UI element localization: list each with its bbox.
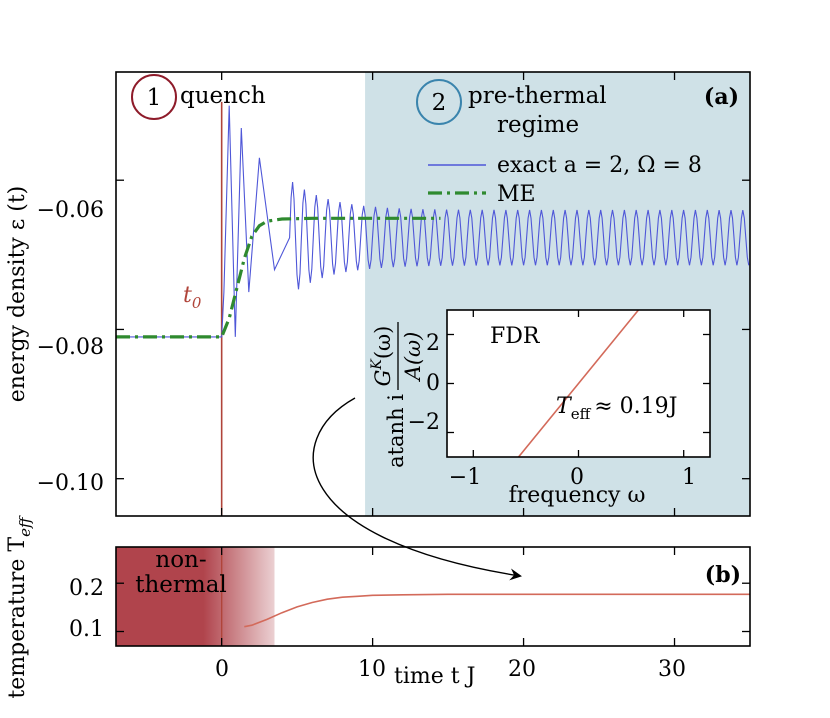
- panel-a-frame: [115, 71, 751, 517]
- stage1-label: quench: [180, 83, 266, 109]
- exact-series-line: [116, 105, 750, 338]
- a-ytick-label: −0.06: [37, 198, 104, 223]
- b-xtick-label: 0: [215, 657, 229, 682]
- panel-a-tag: (a): [704, 84, 739, 110]
- nonthermal-label-line1: non-: [155, 547, 206, 573]
- inset-xtick-label: 1: [682, 465, 696, 490]
- a-ylabel: energy density ε (t): [5, 186, 30, 403]
- stage1-number: 1: [147, 85, 162, 111]
- panel-b: non- thermal (b) 0.2 0.1 0 10 20 30 time…: [5, 515, 751, 699]
- inset-annotation: Teff ≈ 0.19J: [556, 394, 677, 423]
- b-ylabel: temperature Teff: [5, 515, 34, 699]
- stage2-label-line1: pre-thermal: [468, 83, 607, 109]
- legend-exact-label: exact a = 2, Ω = 8: [497, 153, 702, 178]
- panel-a-plot-area: [116, 101, 750, 516]
- legend-me-label: ME: [497, 182, 536, 207]
- inset-ytick-label: 2: [426, 331, 440, 356]
- inset-xtick-label: 0: [570, 465, 584, 490]
- inset-fdr: FDR Teff ≈ 0.19J 2 0 −2 −1 0 1 frequency …: [369, 309, 711, 508]
- stage2-circle: [416, 79, 462, 125]
- stage1-circle: [131, 74, 177, 120]
- legend: exact a = 2, Ω = 8 ME: [428, 153, 702, 207]
- panel-b-ticks: [116, 547, 750, 646]
- nonthermal-label-line2: thermal: [135, 572, 227, 598]
- inset-xtick-label: −1: [449, 465, 481, 490]
- inset-xlabel: frequency ω: [509, 483, 646, 508]
- inset-ylabel-prefix: atanh i: [384, 394, 408, 468]
- inset-ytick-label: 0: [426, 371, 440, 396]
- inset-ytick-label: −2: [408, 410, 440, 435]
- temperature-series-line: [244, 593, 750, 628]
- b-ytick-label: 0.1: [69, 617, 104, 642]
- stage2-number: 2: [432, 90, 447, 116]
- b-ytick-label: 0.2: [69, 576, 104, 601]
- inset-title: FDR: [490, 324, 541, 349]
- t0-label: t0: [183, 283, 202, 312]
- a-ytick-label: −0.08: [37, 335, 104, 360]
- inset-ticks: [447, 310, 710, 457]
- b-xtick-label: 30: [658, 657, 686, 682]
- panel-b-tag: (b): [705, 562, 741, 588]
- a-ytick-label: −0.10: [37, 471, 104, 496]
- nonthermal-region: [116, 547, 275, 646]
- me-series-line: [116, 216, 441, 339]
- connector-arrow: [312, 397, 522, 581]
- panel-a-ticks: [116, 72, 750, 516]
- inset-ylabel-numerator: GK(ω): [369, 326, 395, 387]
- b-xtick-label: 10: [358, 657, 386, 682]
- b-xtick-label: 20: [508, 657, 536, 682]
- panel-b-frame: [115, 546, 751, 647]
- fdr-line: [517, 310, 640, 457]
- b-xlabel: time t J: [394, 664, 475, 689]
- inset-ylabel-denominator: A(ω): [401, 332, 425, 383]
- stage2-label-line2: regime: [497, 112, 579, 138]
- inset-ylabel: atanh i GK(ω) A(ω): [369, 322, 425, 468]
